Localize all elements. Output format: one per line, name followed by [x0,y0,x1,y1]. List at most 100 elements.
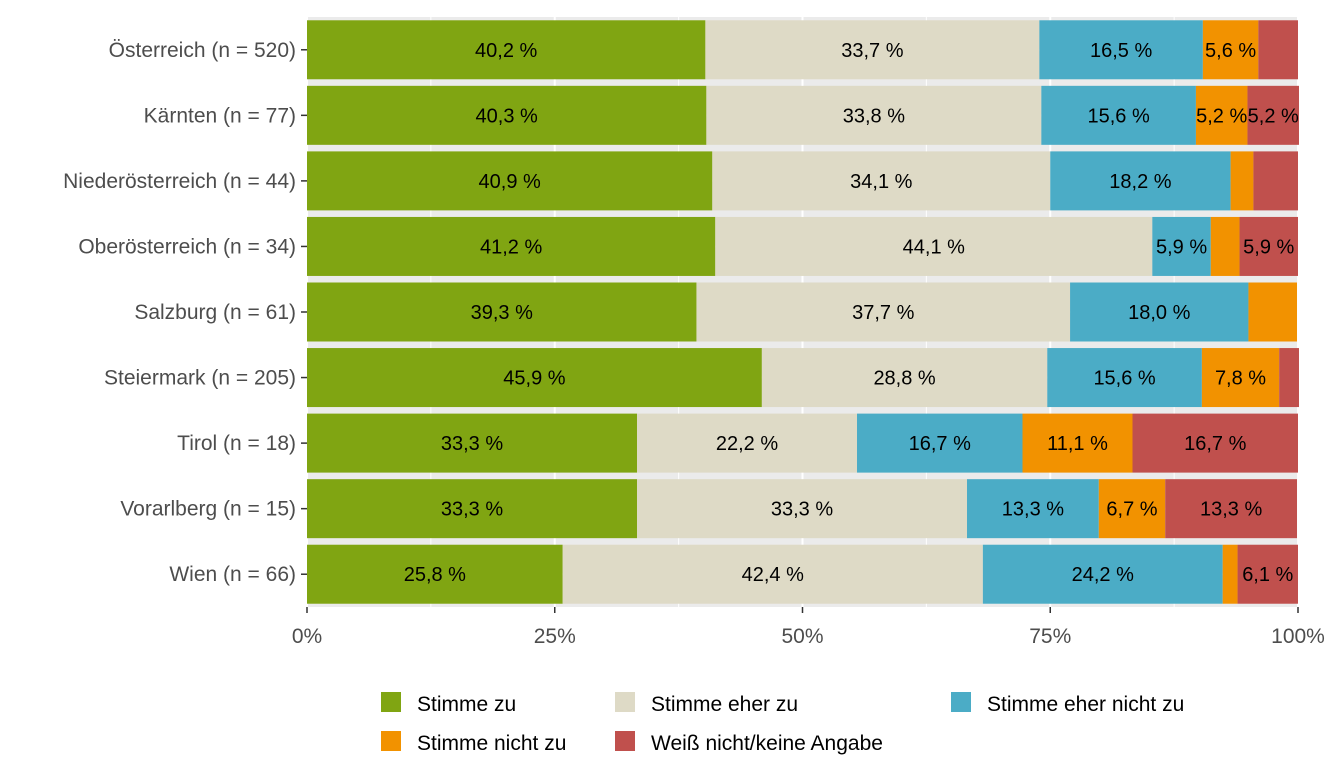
data-label: 6,1 % [1242,564,1293,586]
bar-segment [307,151,713,211]
bar-segment [1070,282,1249,342]
category-label: Österreich (n = 520) [109,39,296,62]
bar-segment [967,479,1099,539]
bar-segment [712,151,1051,211]
bar-segment [1039,20,1203,80]
data-label: 22,2 % [716,433,778,455]
bar-segment [637,413,858,473]
bar-segment [307,20,706,80]
data-label: 11,1 % [1047,433,1108,455]
legend-label: Stimme nicht zu [417,732,566,755]
bar-segment [1202,20,1259,80]
x-tick-label: 100% [1271,625,1325,648]
bar-segment [307,216,716,276]
category-label: Kärnten (n = 77) [144,104,296,127]
bar-segment [307,544,563,604]
category-label: Wien (n = 66) [169,563,296,586]
legend-swatch [381,692,401,712]
data-label: 33,7 % [841,40,903,62]
data-label: 5,2 % [1196,105,1247,127]
category-label: Niederösterreich (n = 44) [63,170,296,193]
bar-segment [1279,348,1299,408]
bar-segment [1165,479,1298,539]
data-label: 37,7 % [852,302,914,324]
category-label: Vorarlberg (n = 15) [120,498,296,521]
bar-segment [1041,85,1196,145]
bar-segment [307,413,638,473]
legend: Stimme zu Stimme eher zu Stimme eher nicht… [381,692,1184,755]
legend-label: Stimme eher zu [651,693,798,716]
bar-segment [1195,85,1248,145]
legend-swatch [615,692,635,712]
legend-label: Weiß nicht/keine Angabe [651,732,883,755]
data-label: 18,0 % [1128,302,1190,324]
data-label: 15,6 % [1093,368,1155,390]
data-label: 7,8 % [1215,368,1266,390]
bar-segment [562,544,983,604]
bar-segment [715,216,1153,276]
data-label: 28,8 % [873,368,935,390]
x-tick-label: 0% [292,625,322,648]
data-label: 40,3 % [476,105,538,127]
data-label: 16,7 % [909,433,971,455]
data-label: 40,9 % [479,171,541,193]
bar-segment [1201,348,1280,408]
bar-segment [1230,151,1254,211]
data-label: 33,8 % [843,105,905,127]
bar-segment [637,479,968,539]
data-label: 39,3 % [471,302,533,324]
bar-segment [1258,20,1298,80]
data-label: 33,3 % [771,499,833,521]
bar-segment [1210,216,1240,276]
bar-segment [705,20,1040,80]
bar-segment [307,348,762,408]
bar-segment [1253,151,1298,211]
data-label: 40,2 % [475,40,537,62]
bar-segment [1239,216,1298,276]
category-label: Salzburg (n = 61) [134,301,296,324]
data-label: 13,3 % [1002,499,1064,521]
data-label: 24,2 % [1072,564,1134,586]
data-label: 13,3 % [1200,499,1262,521]
data-label: 5,6 % [1205,40,1256,62]
legend-swatch [615,731,635,751]
bar-segment [1047,348,1202,408]
bar-segment [1237,544,1298,604]
x-tick-label: 50% [781,625,823,648]
bar-segment [696,282,1071,342]
y-axis: Österreich (n = 520) Kärnten (n = 77) Nied… [63,39,307,586]
data-label: 16,5 % [1090,40,1152,62]
x-tick-label: 25% [534,625,576,648]
bar-segment [307,85,707,145]
data-label: 5,2 % [1248,105,1299,127]
bar-segment [1152,216,1211,276]
bar-segment [706,85,1042,145]
category-label: Oberösterreich (n = 34) [78,235,296,258]
legend-swatch [381,731,401,751]
bar-segment [1098,479,1166,539]
category-label: Tirol (n = 18) [177,432,296,455]
legend-swatch [951,692,971,712]
bar-segment [1132,413,1298,473]
data-label: 16,7 % [1184,433,1246,455]
category-label: Steiermark (n = 205) [104,367,296,390]
bar-segment [982,544,1223,604]
data-labels: 40,2 % 33,7 % 16,5 % 5,6 % 40,3 % 33,8 % 15,6 … [404,40,1299,586]
data-label: 25,8 % [404,564,466,586]
bar-segment [307,282,697,342]
data-label: 18,2 % [1109,171,1171,193]
bar-segment [1050,151,1231,211]
data-label: 44,1 % [903,236,965,258]
bar-segment [1247,85,1299,145]
legend-label: Stimme eher nicht zu [987,693,1184,716]
bars [307,20,1299,604]
data-label: 33,3 % [441,499,503,521]
data-label: 33,3 % [441,433,503,455]
bar-segment [307,479,638,539]
data-label: 45,9 % [503,368,565,390]
data-label: 15,6 % [1087,105,1149,127]
legend-label: Stimme zu [417,693,516,716]
data-label: 6,7 % [1106,499,1157,521]
data-label: 34,1 % [850,171,912,193]
